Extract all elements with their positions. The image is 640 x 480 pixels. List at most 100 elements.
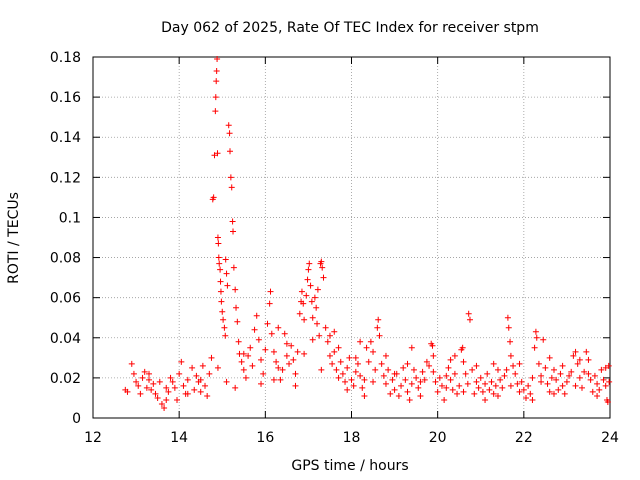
data-point [191, 386, 198, 393]
data-point [309, 336, 316, 343]
data-point [488, 378, 495, 385]
data-point [283, 352, 290, 359]
data-point [454, 390, 461, 397]
data-point [292, 370, 299, 377]
data-point [532, 328, 539, 335]
data-point [193, 372, 200, 379]
data-point [167, 374, 174, 381]
data-point [260, 370, 267, 377]
data-point [430, 368, 437, 375]
data-point [212, 108, 219, 115]
data-point [494, 366, 501, 373]
data-point [387, 390, 394, 397]
data-point [354, 360, 361, 367]
data-point [233, 304, 240, 311]
data-point [566, 372, 573, 379]
x-axis-label: GPS time / hours [291, 458, 408, 474]
data-point [510, 362, 517, 369]
data-point [318, 366, 325, 373]
data-point [258, 356, 265, 363]
data-point [154, 394, 161, 401]
data-point [281, 330, 288, 337]
data-point [400, 364, 407, 371]
data-point [148, 386, 155, 393]
data-point [505, 324, 512, 331]
data-point [430, 352, 437, 359]
data-point [270, 376, 277, 383]
data-point [507, 352, 514, 359]
data-point [124, 388, 131, 395]
data-point [465, 310, 472, 317]
x-tick-label: 24 [601, 430, 619, 446]
data-point [449, 386, 456, 393]
data-point [482, 396, 489, 403]
data-point [529, 396, 536, 403]
data-point [163, 396, 170, 403]
data-point [460, 388, 467, 395]
data-point [184, 390, 191, 397]
x-tick-label: 22 [515, 430, 533, 446]
data-point [301, 316, 308, 323]
data-point [382, 352, 389, 359]
data-point [222, 332, 229, 339]
data-point [429, 342, 436, 349]
data-point [290, 356, 297, 363]
data-point [544, 380, 551, 387]
data-point [139, 374, 146, 381]
data-point [206, 370, 213, 377]
data-point [434, 388, 441, 395]
data-point [486, 386, 493, 393]
data-point [522, 394, 529, 401]
data-point [555, 386, 562, 393]
data-point [217, 278, 224, 285]
data-point [367, 338, 374, 345]
data-point [176, 370, 183, 377]
data-point [587, 376, 594, 383]
data-point [135, 382, 142, 389]
data-point [408, 344, 415, 351]
data-point [352, 354, 359, 361]
data-point [344, 386, 351, 393]
data-point [146, 370, 153, 377]
data-point [520, 386, 527, 393]
data-point [602, 382, 609, 389]
data-point [227, 148, 234, 155]
data-point [224, 282, 231, 289]
data-point [264, 320, 271, 327]
data-point [464, 380, 471, 387]
data-point [473, 378, 480, 385]
data-point [419, 368, 426, 375]
data-point [533, 334, 540, 341]
y-tick-label: 0.06 [50, 291, 81, 307]
data-point [210, 194, 217, 201]
data-point [471, 390, 478, 397]
data-point [213, 68, 220, 75]
data-point [605, 362, 612, 369]
data-point [568, 368, 575, 375]
y-axis-label: ROTI / TECUs [6, 192, 22, 284]
data-point [326, 352, 333, 359]
data-point [141, 368, 148, 375]
data-point [169, 378, 176, 385]
data-point [374, 324, 381, 331]
data-point [342, 378, 349, 385]
data-point [512, 370, 519, 377]
data-point [220, 316, 227, 323]
data-point [221, 324, 228, 331]
data-point [268, 330, 275, 337]
data-point [563, 378, 570, 385]
data-point [404, 388, 411, 395]
data-point [226, 130, 233, 137]
data-point [559, 362, 566, 369]
y-tick-label: 0.16 [50, 90, 81, 106]
data-point [525, 382, 532, 389]
data-point [594, 392, 601, 399]
data-point [378, 360, 385, 367]
data-point [174, 396, 181, 403]
data-point [484, 370, 491, 377]
data-point [197, 388, 204, 395]
data-point [376, 332, 383, 339]
y-tick-label: 0.02 [50, 371, 81, 387]
